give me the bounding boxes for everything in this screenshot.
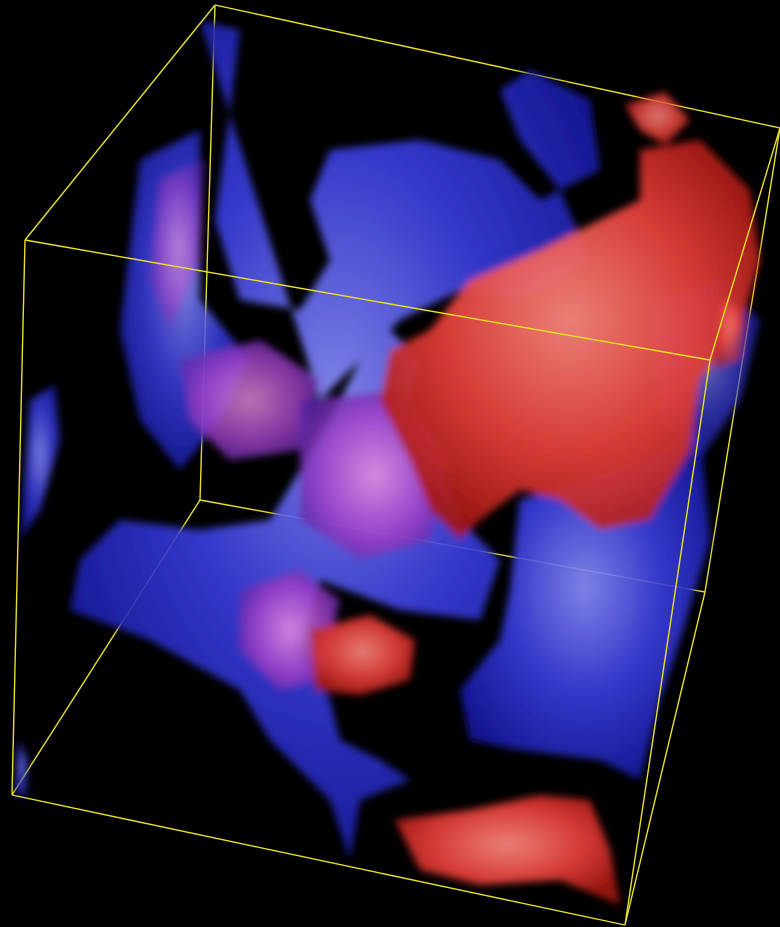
mixed-surface — [180, 340, 320, 460]
isosurfaces — [15, 20, 760, 905]
red-surface — [310, 615, 415, 695]
mixed-surface — [150, 160, 205, 330]
red-surface — [395, 795, 620, 905]
red-surface — [380, 140, 760, 540]
bounding-box-front — [11, 4, 780, 926]
red-surface — [625, 92, 690, 145]
blue-surface — [20, 385, 60, 540]
blue-surface — [15, 740, 28, 800]
red-surface — [715, 290, 745, 370]
